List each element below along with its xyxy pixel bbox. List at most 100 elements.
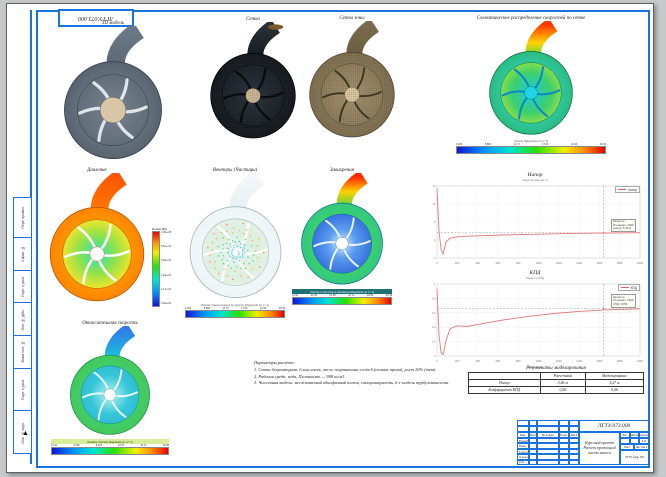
svg-text:800: 800: [516, 261, 521, 265]
chart-efficiency: КПД Монитор КПД 0 200 400 600 800 1000 1200 140…: [424, 270, 646, 369]
chart-svg: 0 200 400 600 800 1000 1200 1400 1600 1800 2000 0 4 8…: [433, 185, 644, 265]
titleblock-cell: Пров.: [517, 443, 529, 449]
colorbar-title: Velocity Magnitude [m s^-1]: [513, 139, 549, 143]
titleblock-cell: [529, 443, 537, 449]
pump-3d-image: [50, 26, 176, 164]
titleblock-cell: [559, 459, 569, 465]
legend-line-swatch: [620, 287, 629, 288]
chart-head: Напор Монитор напора, м 0 200 400 600 800 100…: [424, 172, 646, 267]
chart-head-plot: 0 200 400 600 800 1000 1200 1400 1600 1800 2000 0 4 8…: [426, 183, 644, 267]
titleblock-cell: [569, 438, 579, 444]
titleblock-cell: [569, 454, 579, 460]
side-stamp: Инв. № подл.: [13, 410, 32, 455]
colorbar-ticks: 0.214 11.05 21.88 32.72 43.55 54.39: [292, 294, 392, 297]
titleblock-cell: [529, 454, 537, 460]
svg-text:0: 0: [436, 359, 438, 363]
relative-velocity-colorbar: Relative Velocity Magnitude [m s^-1] 0.1…: [51, 439, 169, 455]
colorbar-strip: [456, 146, 606, 154]
titleblock-cell: [517, 426, 529, 432]
side-stamp: Справ. №: [13, 237, 32, 272]
svg-text:4: 4: [434, 239, 436, 242]
pump-svg: [64, 26, 162, 160]
chart-subtitle: Монитор КПД: [526, 276, 544, 280]
svg-text:0.6: 0.6: [432, 312, 436, 315]
titleblock-cell: Масштаб: [639, 432, 649, 438]
pump-svg: [301, 173, 383, 285]
figure-velocity-distribution: Схематическое распределение скоростей по…: [452, 16, 610, 154]
side-stamps: Перв. примен. Справ. № Подп. и дата Инв. № …: [13, 196, 32, 455]
figure-vorticity: Завихрения Velocity in Stn Frame (Rotati…: [290, 168, 394, 305]
svg-text:16: 16: [433, 185, 436, 188]
chart-svg: 0 200 400 600 800 1000 1200 1400 1600 1800 2000 0 0.…: [432, 283, 643, 363]
colorbar-ticks: 0.000 5.866 11.73 17.60 23.46 29.33: [185, 307, 285, 310]
titleblock-cell: [517, 420, 529, 426]
results-header-cell: [468, 372, 541, 380]
note-line: 1. Сетка безразмерная: 6 млн ячеек, числ…: [254, 366, 437, 372]
chart-datatip: Монитор Итерация: 1640 КПД: 0,655: [610, 294, 636, 308]
titleblock-cell: Масса: [630, 432, 639, 438]
results-cell: 0,66: [584, 386, 645, 394]
titleblock-sheets: Листов 1: [634, 443, 649, 450]
svg-text:200: 200: [455, 261, 460, 265]
results-block: Результаты моделирования Расчетный Модели…: [468, 366, 645, 394]
titleblock-cell: [537, 443, 559, 449]
pump-svg: [309, 21, 395, 138]
titleblock-cell: № докум.: [537, 432, 559, 438]
titleblock-org: ЛГТУ каф. ГМ: [620, 449, 649, 465]
svg-text:400: 400: [475, 261, 480, 265]
svg-text:0.4: 0.4: [432, 326, 436, 329]
colorbar-strip: [185, 310, 285, 318]
title-block: Изм. Лист № докум. Подп. Дата Разраб. Пров. Т.к…: [517, 420, 649, 465]
pressure-colorbar: Pressure [Pa] 1.08e+05 8.67e+04 6.50e+04 4.…: [152, 228, 171, 307]
titleblock-cell: [559, 438, 569, 444]
side-stamp: Взам. инв. №: [13, 335, 32, 370]
svg-text:0.8: 0.8: [432, 297, 436, 300]
svg-text:0.2: 0.2: [432, 341, 436, 344]
titleblock-sheet: Лист: [620, 443, 634, 450]
titleblock-cell: [569, 426, 579, 432]
titleblock-cell: [569, 448, 579, 455]
titleblock-cell: [529, 438, 537, 444]
svg-text:800: 800: [516, 359, 521, 363]
pump-svg: [70, 326, 150, 435]
svg-text:1600: 1600: [596, 261, 602, 265]
pump-vorticity-image: [290, 173, 394, 289]
titleblock-cell: [569, 459, 579, 465]
titleblock-cell: [559, 448, 569, 455]
titleblock-cell: [559, 454, 569, 460]
titleblock-cell: [537, 448, 559, 455]
titleblock-cell: [559, 420, 569, 426]
chart-xlabel: Итерации: [528, 365, 542, 369]
results-cell: 0,66: [539, 386, 586, 394]
note-line: 2. Рабочая среда: вода, Плотность — 998 …: [254, 373, 346, 379]
colorbar-strip: [51, 447, 169, 455]
titleblock-cell: [630, 437, 639, 444]
titleblock-cell: [529, 426, 537, 432]
results-header-cell: Моделирование: [584, 372, 645, 380]
figure-caption: 3D модель: [101, 21, 125, 26]
titleblock-cell: [529, 448, 537, 455]
colorbar-ticks: 0.141 4.282 8.424 12.57 16.71 20.85: [51, 444, 169, 447]
colorbar-title: Pressure [Pa]: [152, 228, 167, 231]
figure-mesh: Сетка: [200, 17, 306, 143]
table-row: Напор 5,66 м 5,27 м: [468, 379, 645, 387]
svg-text:1: 1: [434, 283, 436, 286]
svg-text:1800: 1800: [617, 359, 623, 363]
pump-mesh-zone-image: [300, 21, 404, 142]
figure-caption: Схематическое распределение скоростей по…: [476, 16, 586, 21]
chart-datatip: Монитор Итерация: 1640 Напор: 5,45 м: [610, 218, 636, 233]
pump-relative-velocity-image: [46, 326, 174, 439]
particles-colorbar: Particle Traces Colored by Velocity Magn…: [185, 303, 285, 318]
figure-particles: Векторы (Частицы) Particle Traces Colore…: [180, 168, 290, 318]
titleblock-cell: 1:2: [639, 437, 649, 444]
svg-text:1600: 1600: [596, 359, 602, 363]
results-cell: 5,27 м: [584, 379, 645, 387]
titleblock-cell: [529, 459, 537, 465]
colorbar-title: Relative Velocity Magnitude [m s^-1]: [51, 439, 169, 444]
chart-title: Напор: [527, 172, 543, 178]
svg-text:200: 200: [455, 359, 460, 363]
svg-text:0: 0: [436, 261, 438, 265]
titleblock-cell: Т.контр.: [517, 448, 529, 455]
figure-pressure: Давление: [40, 168, 154, 306]
table-row: Коэффициент КПД 0,66 0,66: [468, 386, 645, 394]
